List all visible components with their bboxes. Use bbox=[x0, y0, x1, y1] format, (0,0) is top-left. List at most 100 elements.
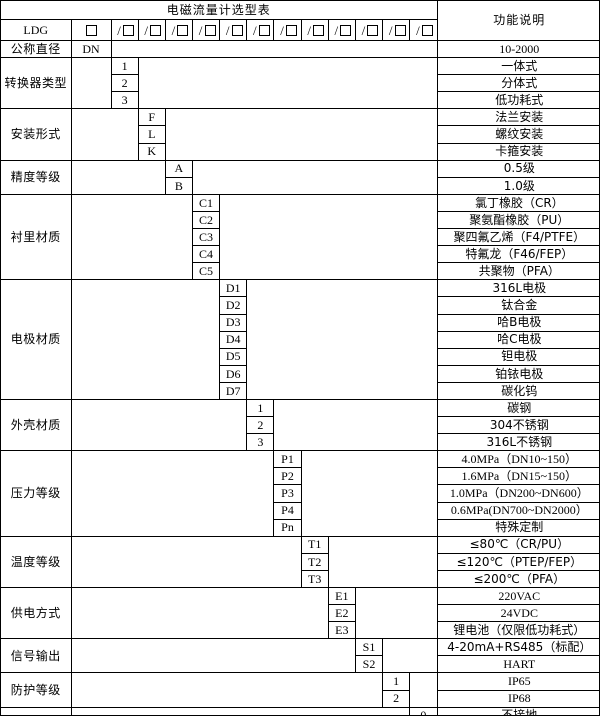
code-cell[interactable]: L bbox=[137, 125, 166, 144]
model-code-slot[interactable]: / bbox=[137, 19, 166, 41]
empty-box-icon[interactable] bbox=[123, 24, 135, 36]
model-code-slot[interactable]: / bbox=[382, 19, 411, 41]
code-cell[interactable]: S2 bbox=[354, 655, 384, 674]
table-row: D6 铂铱电极 bbox=[1, 364, 599, 383]
slash-separator-icon: / bbox=[280, 22, 284, 38]
code-cell[interactable]: E2 bbox=[327, 604, 356, 623]
description-cell: 聚四氟乙烯（F4/PTFE） bbox=[436, 228, 599, 247]
code-cell[interactable]: D7 bbox=[219, 381, 248, 400]
blank-cell bbox=[191, 159, 438, 195]
empty-box-icon[interactable] bbox=[367, 24, 379, 36]
code-cell[interactable]: E1 bbox=[327, 586, 356, 606]
empty-box-icon[interactable] bbox=[258, 24, 270, 36]
code-cell[interactable]: P1 bbox=[273, 450, 302, 469]
code-cell[interactable]: Pn bbox=[273, 518, 302, 537]
blank-cell bbox=[70, 586, 329, 640]
slash-separator-icon: / bbox=[307, 22, 311, 38]
function-column-header: 功能说明 bbox=[436, 1, 599, 41]
code-cell[interactable]: 0 bbox=[409, 706, 438, 715]
row-label-11: 防护等级 bbox=[1, 672, 72, 708]
model-code-slot[interactable]: / bbox=[246, 19, 275, 41]
code-cell[interactable]: A bbox=[164, 159, 193, 178]
code-cell[interactable]: 1 bbox=[382, 672, 411, 691]
empty-box-icon[interactable] bbox=[231, 24, 243, 36]
empty-box-icon[interactable] bbox=[204, 24, 216, 36]
model-code-slot[interactable]: / bbox=[273, 19, 302, 41]
code-cell[interactable]: K bbox=[137, 142, 166, 161]
table-row: D4 哈C电极 bbox=[1, 330, 599, 349]
model-code-slot-first[interactable] bbox=[70, 19, 112, 41]
code-cell[interactable]: C1 bbox=[191, 193, 221, 212]
code-cell[interactable]: P2 bbox=[273, 467, 302, 486]
code-cell[interactable]: C3 bbox=[191, 228, 221, 247]
model-code-slot[interactable]: / bbox=[110, 19, 139, 41]
blank-cell bbox=[354, 586, 438, 640]
code-cell[interactable]: P4 bbox=[273, 501, 302, 520]
row-label-2: 安装形式 bbox=[1, 108, 72, 161]
code-cell[interactable]: T3 bbox=[300, 569, 329, 589]
slash-separator-icon: / bbox=[144, 22, 149, 38]
description-cell: 4-20mA+RS485（标配） bbox=[436, 638, 599, 657]
code-cell[interactable]: DN bbox=[70, 39, 112, 59]
description-cell: IP65 bbox=[436, 672, 599, 691]
blank-cell bbox=[327, 535, 438, 589]
row-label-3: 精度等级 bbox=[1, 159, 72, 195]
model-code-slot[interactable]: / bbox=[327, 19, 356, 41]
model-code-slot[interactable]: / bbox=[219, 19, 248, 41]
code-cell[interactable]: D5 bbox=[219, 347, 248, 366]
table-row: S2 HART bbox=[1, 655, 599, 674]
code-cell[interactable]: 2 bbox=[382, 689, 411, 708]
table-row: K 卡箍安装 bbox=[1, 142, 599, 161]
code-cell[interactable]: 2 bbox=[246, 416, 275, 435]
code-cell[interactable]: P3 bbox=[273, 484, 302, 503]
model-code-slot[interactable]: / bbox=[164, 19, 193, 41]
table-row: 防护等级 1 IP65 bbox=[1, 672, 599, 708]
description-cell: 钛合金 bbox=[436, 296, 599, 315]
description-cell: 1.0级 bbox=[436, 176, 599, 195]
code-cell[interactable]: B bbox=[164, 176, 193, 195]
description-cell: ≤120℃（PTEP/FEP） bbox=[436, 552, 599, 571]
description-cell: 0.5级 bbox=[436, 159, 599, 178]
code-cell[interactable]: D4 bbox=[219, 330, 248, 349]
code-cell[interactable]: C2 bbox=[191, 210, 221, 230]
empty-box-icon[interactable] bbox=[286, 24, 298, 36]
slash-separator-icon: / bbox=[253, 22, 257, 38]
code-cell[interactable]: 1 bbox=[246, 398, 275, 418]
blank-cell bbox=[70, 279, 221, 400]
code-cell[interactable]: C5 bbox=[191, 262, 221, 281]
code-cell[interactable]: D6 bbox=[219, 364, 248, 383]
model-code-slot[interactable]: / bbox=[354, 19, 384, 41]
model-code-slot[interactable]: / bbox=[300, 19, 329, 41]
code-cell[interactable]: D2 bbox=[219, 296, 248, 315]
row-label-7: 压力等级 bbox=[1, 450, 72, 537]
description-cell: IP68 bbox=[436, 689, 599, 708]
table-row: E3 锂电池（仅限低功耗式） bbox=[1, 621, 599, 640]
description-cell: 共聚物（PFA） bbox=[436, 262, 599, 281]
description-cell: 特殊定制 bbox=[436, 518, 599, 537]
code-cell[interactable]: 3 bbox=[110, 91, 139, 110]
empty-box-icon[interactable] bbox=[340, 24, 352, 36]
empty-box-icon[interactable] bbox=[150, 24, 162, 36]
code-cell[interactable]: C4 bbox=[191, 245, 221, 264]
code-cell[interactable]: E3 bbox=[327, 621, 356, 640]
model-code-slot[interactable]: / bbox=[191, 19, 221, 41]
code-cell[interactable]: 2 bbox=[110, 74, 139, 93]
row-label-8: 温度等级 bbox=[1, 535, 72, 589]
empty-box-icon[interactable] bbox=[85, 24, 97, 36]
code-cell[interactable]: S1 bbox=[354, 638, 384, 657]
empty-box-icon[interactable] bbox=[177, 24, 189, 36]
model-code-slot[interactable]: / bbox=[409, 19, 438, 41]
code-cell[interactable]: 1 bbox=[110, 57, 139, 76]
code-cell[interactable]: 3 bbox=[246, 433, 275, 452]
code-cell[interactable]: T2 bbox=[300, 552, 329, 571]
empty-box-icon[interactable] bbox=[421, 24, 433, 36]
table-row: 压力等级 P1 4.0MPa（DN10~150） bbox=[1, 450, 599, 537]
empty-box-icon[interactable] bbox=[313, 24, 325, 36]
empty-box-icon[interactable] bbox=[394, 24, 406, 36]
code-cell[interactable]: D3 bbox=[219, 313, 248, 332]
code-cell[interactable]: T1 bbox=[300, 535, 329, 554]
model-prefix-label: LDG bbox=[1, 19, 72, 41]
code-cell[interactable]: F bbox=[137, 108, 166, 127]
code-cell[interactable]: D1 bbox=[219, 279, 248, 298]
